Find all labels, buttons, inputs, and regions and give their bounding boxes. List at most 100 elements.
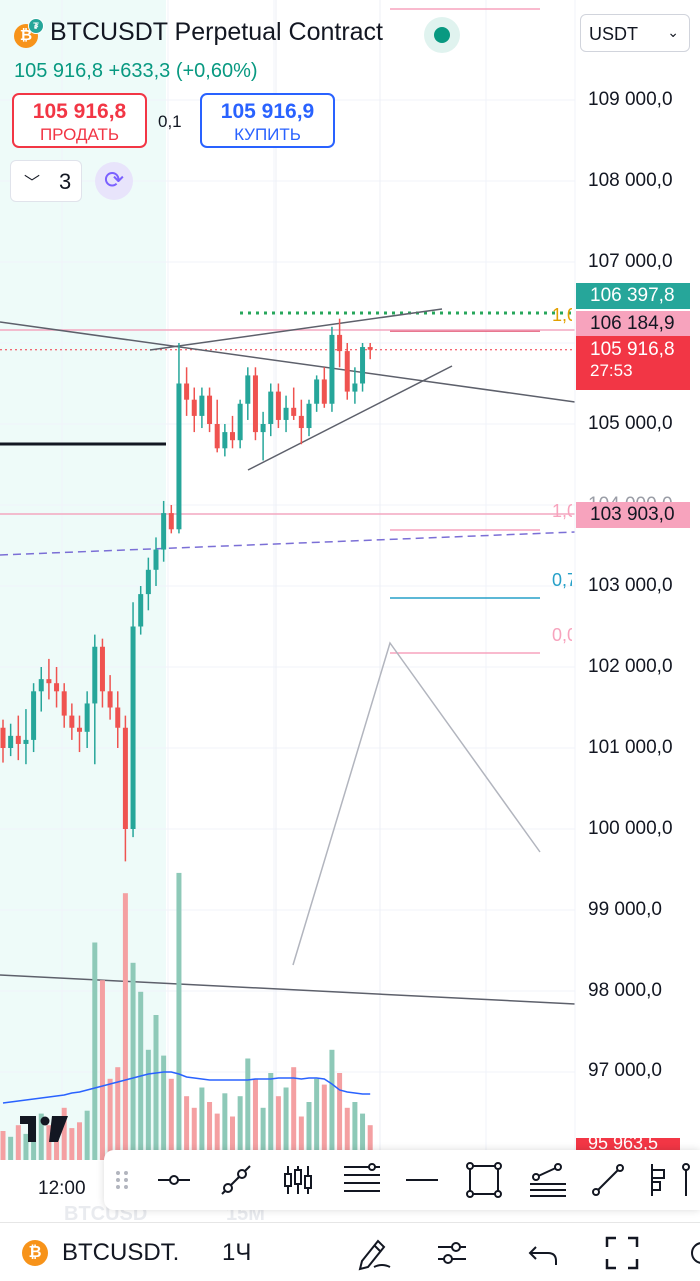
trend-line <box>0 321 576 403</box>
symbol-selector[interactable]: BTCUSDT. <box>62 1239 180 1266</box>
volume-bar <box>329 1049 335 1160</box>
volume-bar <box>107 1078 113 1160</box>
candle-body <box>15 735 21 744</box>
market-status-icon[interactable] <box>424 17 460 53</box>
bottom-bar: ₿ BTCUSDT. 1Ч <box>0 1222 700 1281</box>
volume-ma-line <box>2 1071 371 1104</box>
price-axis-label: 98 000,0 <box>588 980 662 1001</box>
volume-bar <box>268 1073 274 1160</box>
drag-handle-icon[interactable] <box>112 1162 132 1198</box>
candle-body <box>61 691 67 716</box>
candle-body <box>367 347 373 350</box>
ray-tool-icon[interactable] <box>404 1162 440 1198</box>
volume-bar <box>23 1133 29 1160</box>
currency-select[interactable]: USDT ⌄ <box>580 14 690 52</box>
change-absolute: +633,3 <box>108 60 171 82</box>
candle-body <box>138 594 144 627</box>
price-axis-label: 100 000,0 <box>588 818 673 839</box>
price-axis-label: 107 000,0 <box>588 251 673 272</box>
volume-bar <box>77 1122 82 1160</box>
candle-body <box>207 395 213 424</box>
sell-button[interactable]: 105 916,8 ПРОДАТЬ <box>12 93 147 148</box>
indicators-settings-icon[interactable] <box>434 1235 470 1271</box>
candle-body <box>306 403 312 429</box>
volume-bar <box>168 1078 174 1160</box>
fullscreen-icon[interactable] <box>604 1235 640 1271</box>
candles-tool-icon[interactable] <box>280 1162 316 1198</box>
candle-body <box>252 375 258 433</box>
price-axis-label: 102 000,0 <box>588 656 673 677</box>
candle-body <box>344 351 350 392</box>
candle-body <box>145 569 151 595</box>
candle-body <box>99 646 105 692</box>
volume-bar <box>207 1102 213 1160</box>
candle-body <box>38 679 44 692</box>
candle-body <box>337 334 343 352</box>
volume-bar <box>176 872 182 1160</box>
last-price: 105 916,8 <box>14 60 103 82</box>
volume-bar <box>0 1131 6 1160</box>
candle-body <box>275 391 281 420</box>
volume-bar <box>46 1125 52 1160</box>
symbol-title[interactable]: BTCUSDT Perpetual Contract <box>50 18 383 46</box>
price-tag-bottom: 95 963,5 <box>576 1138 680 1150</box>
measure-tool-icon[interactable] <box>676 1162 696 1198</box>
bitcoin-icon: ₿ ₮ <box>14 18 44 48</box>
candle-body <box>161 513 167 550</box>
time-axis-label: 12:00 <box>38 1178 86 1199</box>
volume-bar <box>245 1058 251 1160</box>
price-tag-fib-upper: 106 184,9 <box>576 311 690 337</box>
price-summary: 105 916,8 +633,3 (+0,60%) <box>14 60 258 83</box>
candle-body <box>268 391 274 424</box>
candle-body <box>77 727 82 732</box>
current-price-tag: 105 916,8 27:53 <box>576 336 690 390</box>
more-options-icon[interactable] <box>684 1235 700 1271</box>
volume-bar <box>260 1107 266 1160</box>
fib-channel-tool-icon[interactable] <box>528 1162 568 1198</box>
line-segment-tool-icon[interactable] <box>590 1162 626 1198</box>
candle-body <box>230 432 235 441</box>
buy-button[interactable]: 105 916,9 КУПИТЬ <box>200 93 335 148</box>
undo-icon[interactable] <box>526 1235 562 1271</box>
candle-body <box>237 403 243 441</box>
volume-bar <box>122 893 128 1160</box>
interval-selector[interactable]: 1Ч <box>222 1239 252 1266</box>
candle-body <box>107 691 113 708</box>
candle-body <box>23 739 29 744</box>
price-chart[interactable] <box>0 0 700 1222</box>
current-price: 105 916,8 <box>590 339 675 360</box>
candle-body <box>115 707 121 728</box>
indicator-collapse-toggle[interactable]: ﹀ 3 <box>10 160 82 202</box>
candle-body <box>283 407 289 420</box>
trend-line <box>247 365 453 471</box>
candle-body <box>8 735 14 748</box>
candle-countdown: 27:53 <box>590 361 633 380</box>
candle-body <box>314 379 320 404</box>
volume-bar <box>352 1102 358 1160</box>
candle-body <box>298 415 304 429</box>
horizontal-line-tool-icon[interactable] <box>156 1162 192 1198</box>
price-axis-label: 99 000,0 <box>588 899 662 920</box>
volume-bar <box>153 1015 159 1160</box>
volume-bar <box>298 1116 304 1160</box>
rectangle-tool-icon[interactable] <box>466 1162 502 1198</box>
volume-bar <box>252 1078 258 1160</box>
candle-body <box>84 703 90 732</box>
volume-bar <box>115 1067 121 1160</box>
chevron-down-icon: ⌄ <box>667 24 679 40</box>
chevron-down-icon: ﹀ <box>24 175 41 192</box>
long-position-tool-icon[interactable] <box>648 1162 670 1198</box>
refresh-icon[interactable]: ⟳ <box>95 162 133 200</box>
price-tag-dotted-line: 106 397,8 <box>576 283 690 309</box>
volume-bar <box>8 1136 14 1160</box>
buy-label: КУПИТЬ <box>234 125 301 144</box>
candle-body <box>214 424 220 449</box>
indicator-count: 3 <box>59 169 72 194</box>
volume-bar <box>214 1113 220 1160</box>
price-axis-label: 103 000,0 <box>588 575 673 596</box>
trend-line-tool-icon[interactable] <box>218 1162 254 1198</box>
volume-bar <box>61 1107 67 1160</box>
candle-body <box>122 727 128 829</box>
fib-retracement-tool-icon[interactable] <box>342 1162 382 1198</box>
pen-drawing-icon[interactable] <box>356 1235 392 1271</box>
